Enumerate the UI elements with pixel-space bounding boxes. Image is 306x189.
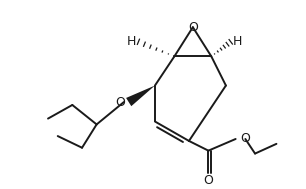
Polygon shape <box>126 86 155 106</box>
Text: O: O <box>115 96 125 108</box>
Text: H: H <box>233 35 242 48</box>
Text: O: O <box>241 132 250 145</box>
Text: O: O <box>203 174 213 187</box>
Text: O: O <box>188 21 198 34</box>
Text: H: H <box>127 35 136 48</box>
